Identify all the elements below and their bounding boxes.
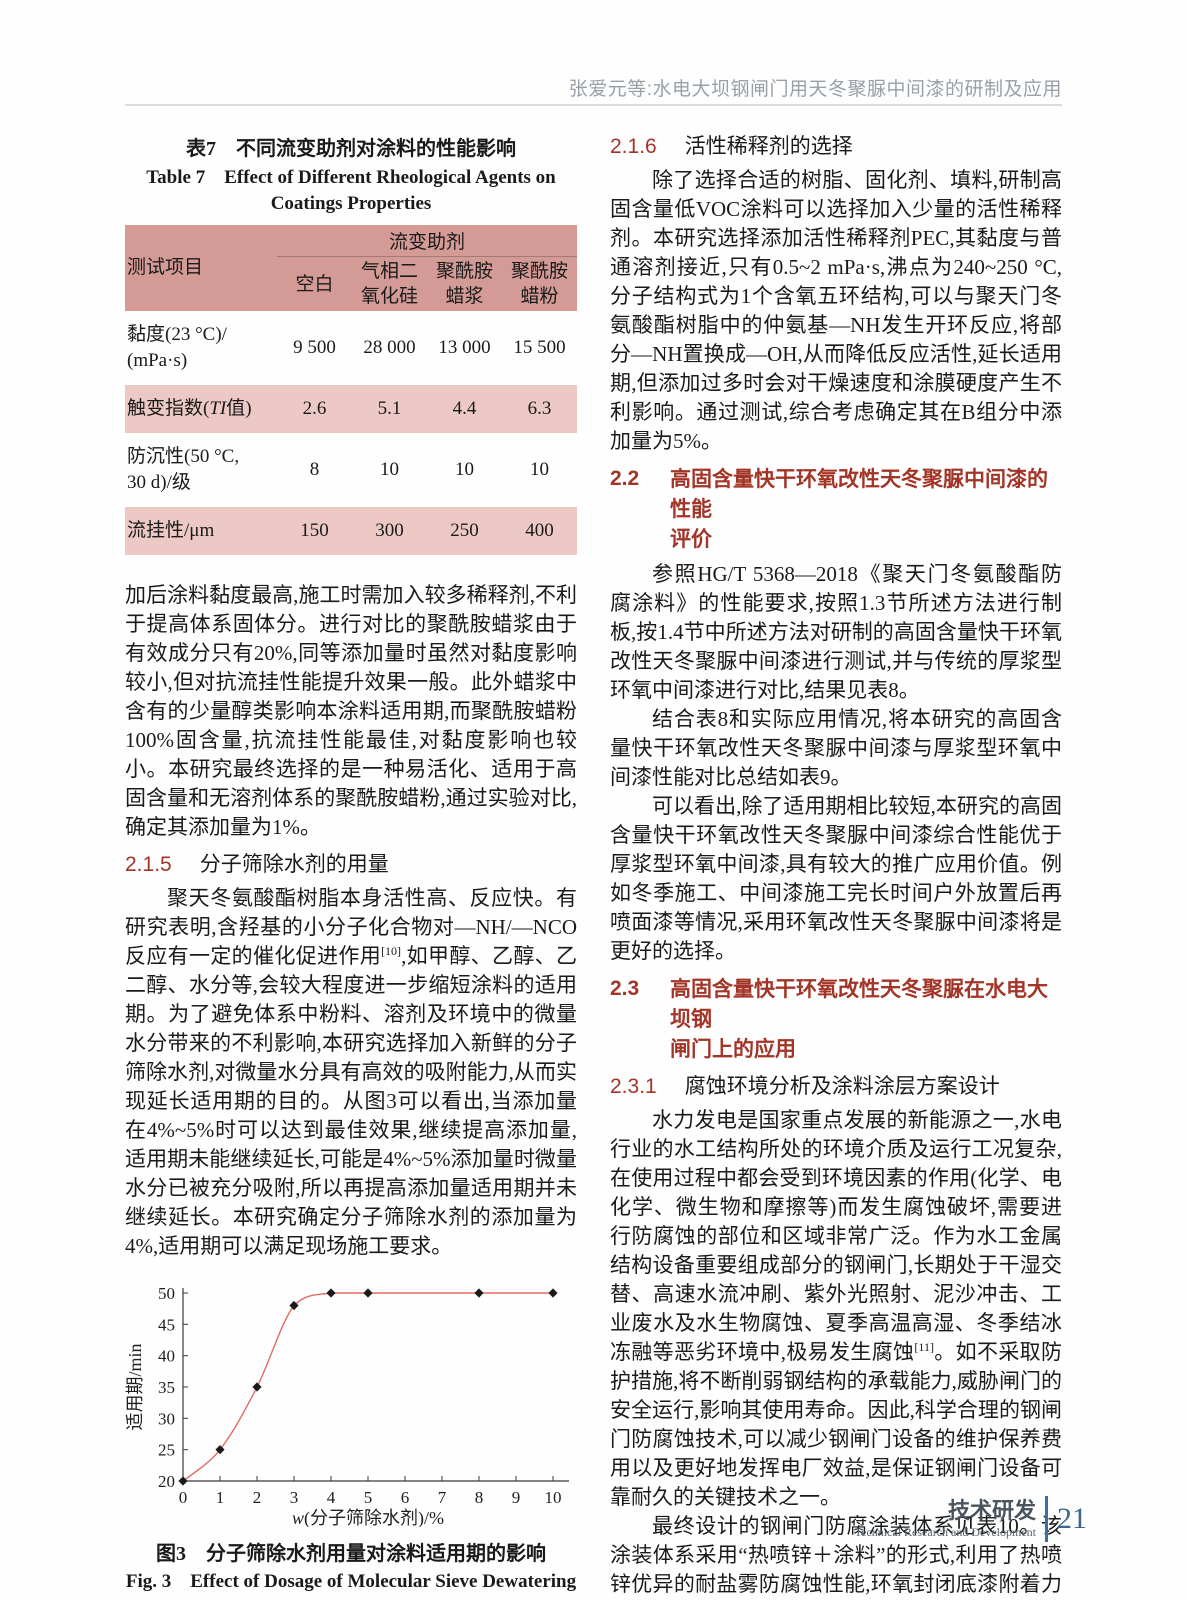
figure3-chart: 20 25 30 35 40 45 50 0 1 2 3 4 5 6 7 8 9 10 适用期/min w(分子筛除水…	[125, 1279, 577, 1600]
citation-10: [10]	[381, 944, 402, 958]
svg-text:1: 1	[216, 1488, 225, 1507]
section-title: 高固含量快干环氧改性天冬聚脲中间漆的性能 评价	[670, 467, 1048, 551]
table7-col-3: 聚酰胺 蜡粉	[510, 261, 568, 307]
paragraph: 水力发电是国家重点发展的新能源之一,水电行业的水工结构所处的环境介质及运行工况复…	[610, 1108, 1063, 1509]
section-number: 2.3.1	[610, 1075, 657, 1098]
paragraph: 聚天冬氨酸酯树脂本身活性高、反应快。有研究表明,含羟基的小分子化合物对—NH/—…	[125, 886, 578, 1258]
section-2-2-heading: 2.2 高固含量快干环氧改性天冬聚脲中间漆的性能 评价	[610, 464, 1062, 554]
two-column-layout: 表7 不同流变助剂对涂料的性能影响 Table 7 Effect of Diff…	[125, 126, 1062, 1600]
table7-col-2: 聚酰胺 蜡浆	[435, 261, 493, 307]
svg-text:35: 35	[158, 1378, 175, 1397]
page-footer: 技术研发 Technical Research and Development …	[855, 1496, 1087, 1542]
header-rule	[125, 104, 1062, 106]
svg-text:0: 0	[179, 1488, 188, 1507]
table-row: 黏度(23 °C)/(mPa·s) 9 500 28 000 13 000 15…	[127, 324, 566, 371]
svg-text:9: 9	[512, 1488, 521, 1507]
paragraph: 除了选择合适的树脂、固化剂、填料,研制高固含量低VOC涂料可以选择加入少量的活性…	[610, 168, 1062, 453]
svg-text:w(分子筛除水剂)/%: w(分子筛除水剂)/%	[292, 1508, 444, 1527]
section-title: 高固含量快干环氧改性天冬聚脲在水电大坝钢 闸门上的应用	[670, 977, 1048, 1061]
footer-section-en: Technical Research and Development	[854, 1524, 1036, 1539]
paragraph: 最终设计的钢闸门防腐涂装体系见表10。该涂装体系采用“热喷锌＋涂料”的形式,利用…	[610, 1514, 1062, 1596]
section-number: 2.1.6	[610, 135, 657, 158]
svg-text:4: 4	[327, 1488, 336, 1507]
table7-col-0: 空白	[295, 273, 334, 295]
table7-header-row-group: 测试项目 流变助剂	[125, 225, 577, 278]
paragraph: 可以看出,除了适用期相比较短,本研究的高固含量快干环氧改性天冬聚脲中间漆综合性能…	[610, 794, 1062, 963]
section-title: 腐蚀环境分析及涂料涂层方案设计	[684, 1074, 1000, 1098]
table7-col-1: 气相二 氧化硅	[360, 261, 418, 307]
section-number: 2.3	[610, 977, 640, 1000]
right-column: 2.1.6 活性稀释剂的选择 除了选择合适的树脂、固化剂、填料,研制高固含量低VO…	[610, 126, 1062, 1600]
paragraph: 加后涂料黏度最高,施工时需加入较多稀释剂,不利于提高体系固体分。进行对比的聚酰胺…	[125, 583, 577, 839]
table7-title-en: Table 7 Effect of Different Rheological …	[125, 165, 577, 217]
svg-text:25: 25	[158, 1441, 175, 1460]
svg-text:40: 40	[158, 1347, 175, 1366]
table7-title-en-line2: Coatings Properties	[270, 193, 432, 214]
section-title: 分子筛除水剂的用量	[199, 852, 389, 876]
table-row: 流挂性/μm 150 300 250 400	[125, 507, 577, 555]
left-column: 表7 不同流变助剂对涂料的性能影响 Table 7 Effect of Diff…	[125, 126, 577, 1600]
section-2-3-heading: 2.3 高固含量快干环氧改性天冬聚脲在水电大坝钢 闸门上的应用	[610, 974, 1062, 1064]
svg-text:2: 2	[253, 1488, 262, 1507]
table7-row-header-label: 测试项目	[127, 257, 204, 278]
section-2-1-6-heading: 2.1.6 活性稀释剂的选择	[610, 132, 1062, 161]
section-2-3-1-heading: 2.3.1 腐蚀环境分析及涂料涂层方案设计	[610, 1072, 1062, 1101]
section-number: 2.2	[610, 467, 640, 490]
table7-title-en-line1: Table 7 Effect of Different Rheological …	[146, 167, 556, 188]
table7: 测试项目 流变助剂 空白 气相二 氧化硅 聚酰胺 蜡浆 聚酰胺 蜡粉	[125, 225, 577, 555]
svg-text:5: 5	[364, 1488, 373, 1507]
svg-text:适用期/min: 适用期/min	[125, 1343, 145, 1430]
svg-text:7: 7	[438, 1488, 447, 1507]
svg-text:20: 20	[158, 1472, 175, 1491]
svg-text:45: 45	[158, 1315, 175, 1334]
svg-text:8: 8	[475, 1488, 484, 1507]
svg-text:3: 3	[290, 1488, 299, 1507]
table-row: 触变指数(TI值) 2.6 5.1 4.4 6.3	[125, 385, 577, 433]
paragraph: 结合表8和实际应用情况,将本研究的高固含量快干环氧改性天冬聚脲中间漆与厚浆型环氧…	[610, 707, 1062, 789]
section-2-1-5-heading: 2.1.5 分子筛除水剂的用量	[125, 850, 577, 879]
section-title: 活性稀释剂的选择	[684, 134, 853, 158]
footer-divider-bar	[1045, 1496, 1048, 1542]
svg-text:30: 30	[158, 1409, 175, 1428]
footer-section-zh: 技术研发	[947, 1497, 1036, 1523]
running-head: 张爱元等:水电大坝钢闸门用天冬聚脲中间漆的研制及应用	[568, 79, 1062, 100]
figure3-caption-zh: 图3 分子筛除水剂用量对涂料适用期的影响	[156, 1543, 546, 1565]
table7-title-zh: 表7 不同流变助剂对涂料的性能影响	[186, 138, 516, 160]
svg-text:10: 10	[545, 1488, 562, 1507]
svg-text:6: 6	[401, 1488, 410, 1507]
svg-text:50: 50	[158, 1284, 175, 1303]
table-row: 防沉性(50 °C, 30 d)/级 8 10 10 10	[127, 446, 549, 493]
page-number: 21	[1057, 1502, 1087, 1535]
citation-11: [11]	[914, 1340, 934, 1354]
section-number: 2.1.5	[125, 853, 172, 876]
paragraph: 参照HG/T 5368—2018《聚天门冬氨酸酯防腐涂料》的性能要求,按照1.3…	[610, 562, 1062, 702]
table7-col-group-label: 流变助剂	[277, 225, 577, 257]
figure3-caption-en: Fig. 3 Effect of Dosage of Molecular Sie…	[125, 1571, 577, 1600]
